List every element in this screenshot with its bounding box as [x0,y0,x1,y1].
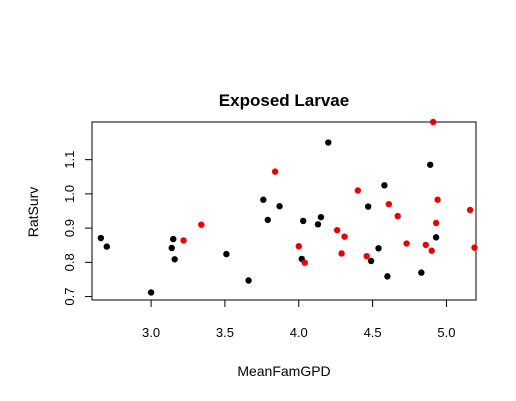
data-point [171,256,178,263]
y-tick-label: 1.1 [62,151,77,169]
data-point [147,289,155,296]
data-point [375,245,382,252]
data-point [422,241,429,249]
y-axis-label: RatSurv [25,187,41,238]
y-tick-label: 1.0 [62,185,77,203]
data-point [333,226,341,234]
data-point [276,203,283,210]
data-point [354,187,362,194]
x-axis: 3.0 3.5 4.0 4.5 5.0 [142,299,456,340]
data-point [428,247,435,254]
x-tick-label: 4.5 [364,325,382,340]
data-point [260,196,267,203]
data-point [341,233,348,240]
data-point [314,221,322,228]
x-tick-label: 3.5 [216,325,234,340]
x-tick-label: 3.0 [142,325,160,340]
data-point [367,257,375,265]
data-point [300,217,307,225]
data-point [223,250,230,258]
data-point [434,196,441,203]
chart-title: Exposed Larvae [219,91,349,110]
data-point [325,139,332,146]
data-point [429,118,437,126]
data-point [168,244,175,252]
data-point [245,277,252,284]
data-point [301,259,308,266]
data-point [466,206,474,214]
data-point [432,234,440,241]
data-point [381,182,388,189]
data-point [432,219,440,227]
data-point [97,234,105,242]
data-point [295,243,302,250]
data-point [180,237,187,244]
data-point [338,250,345,257]
data-point [364,203,372,210]
y-tick-label: 0.9 [62,219,77,237]
y-tick-label: 0.7 [62,288,77,306]
data-point [170,235,177,243]
y-tick-label: 0.8 [62,253,77,271]
x-tick-label: 5.0 [437,325,455,340]
data-point [385,200,393,208]
data-point [403,240,410,247]
data-point [317,213,325,221]
data-point [427,161,434,168]
data-point [264,216,271,224]
x-axis-label: MeanFamGPD [237,363,330,379]
y-axis: 0.7 0.8 0.9 1.0 1.1 [62,151,93,306]
data-point [418,269,425,276]
data-point [103,243,110,250]
data-point [394,212,401,220]
data-points [97,118,478,296]
data-point [271,168,279,175]
data-point [384,273,391,280]
data-point [471,244,478,251]
data-point [363,252,370,260]
x-tick-label: 4.0 [290,325,308,340]
data-point [198,221,205,228]
